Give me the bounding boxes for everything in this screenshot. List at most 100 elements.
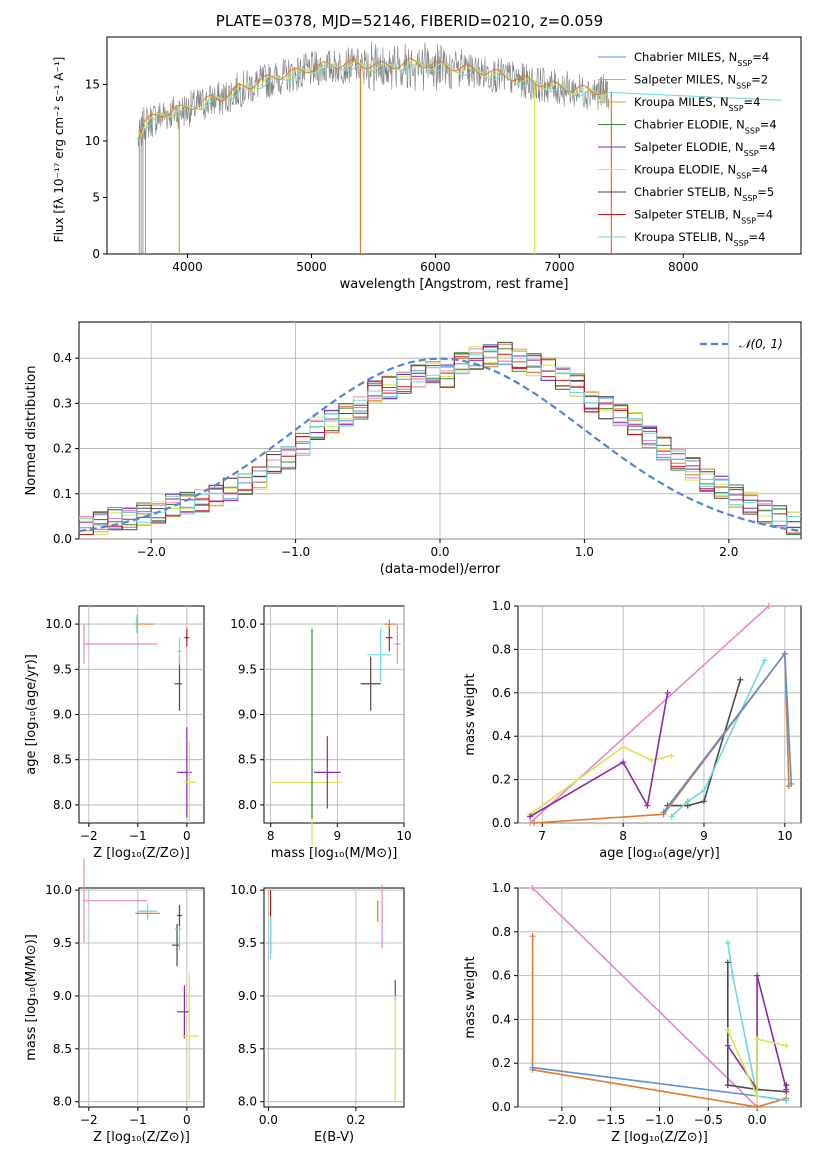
- y-tick-label: 9.5: [53, 662, 72, 676]
- model-spectrum-line: [138, 57, 609, 140]
- y-tick-label: 10.0: [230, 617, 257, 631]
- y-tick-label: 5: [92, 190, 100, 204]
- mass-weight-marker: [620, 759, 627, 766]
- legend-label: Chabrier STELIB, NSSP=5: [634, 185, 774, 203]
- mass-weight-marker: [684, 798, 691, 805]
- panel-4: 8 9 10 8.0 8.5 9.0 9.5 10.0 mass [log₁₀(M/M⊙)]: [230, 605, 412, 861]
- mass-weight-marker: [620, 744, 627, 751]
- x-tick-label: 7: [538, 829, 546, 843]
- y-tick-label: 0.4: [53, 351, 72, 365]
- mass-weight-marker: [729, 972, 736, 979]
- mass-weight-marker: [724, 1082, 731, 1089]
- y-axis-label: mass [log₁₀(M/M⊙)]: [24, 934, 39, 1061]
- y-tick-label: 10.0: [230, 883, 257, 897]
- y-tick-label: 8.5: [53, 1042, 72, 1056]
- mass-weight-line: [667, 679, 742, 807]
- mass-weight-marker: [724, 939, 731, 946]
- mass-weight-marker: [754, 1104, 761, 1110]
- axes-frame: [517, 605, 802, 824]
- page-title: PLATE=0378, MJD=52146, FIBERID=0210, z=0…: [215, 12, 604, 30]
- axes-frame: [106, 36, 802, 255]
- legend-label: Kroupa ELODIE, NSSP=4: [634, 163, 768, 181]
- y-axis-label: Normed distribution: [24, 366, 39, 496]
- y-tick-label: 0.0: [492, 1100, 511, 1114]
- mass-weight-marker: [788, 780, 795, 787]
- y-tick-label: 9.0: [238, 989, 257, 1003]
- x-tick-label: 6000: [420, 260, 451, 274]
- x-tick-label: 10: [396, 829, 411, 843]
- x-axis-label: Z [log₁₀(Z/Z⊙)]: [611, 1130, 708, 1145]
- y-tick-label: 0.0: [492, 816, 511, 830]
- x-axis-label: age [log₁₀(age/yr)]: [599, 846, 720, 861]
- x-tick-label: −2.0: [547, 1113, 576, 1127]
- mass-weight-marker: [648, 757, 655, 764]
- mass-weight-marker: [664, 689, 671, 696]
- histogram-step: [79, 346, 801, 535]
- mass-weight-line: [531, 936, 787, 1108]
- x-tick-label: 0.0: [430, 545, 449, 559]
- legend-label: Chabrier ELODIE, NSSP=4: [634, 118, 777, 136]
- y-tick-label: 9.5: [238, 936, 257, 950]
- x-tick-label: 0.0: [259, 1113, 278, 1127]
- x-tick-label: 7000: [544, 260, 575, 274]
- y-tick-label: 10.0: [45, 883, 72, 897]
- x-axis-label: wavelength [Angstrom, rest frame]: [340, 277, 569, 292]
- mass-weight-marker: [724, 1027, 731, 1034]
- y-tick-label: 8.5: [238, 1042, 257, 1056]
- y-tick-label: 10: [85, 134, 100, 148]
- y-tick-label: 8.5: [238, 753, 257, 767]
- x-tick-label: 4000: [172, 260, 203, 274]
- mass-weight-marker: [724, 959, 731, 966]
- panel-8: −2.0 −1.5 −1.0 −0.5 0.0 0.0 0.2 0.4 0.6 0.8 1.0 Z […: [463, 881, 802, 1145]
- y-tick-label: 8.0: [53, 798, 72, 812]
- y-tick-label: 0.0: [53, 532, 72, 546]
- data-spectrum-line: [137, 41, 610, 147]
- panel-1: 4000 5000 6000 7000 8000 0 5 10 15 wavelength [An…: [52, 36, 802, 292]
- mass-weight-line: [727, 1029, 787, 1097]
- y-axis-label: Flux [fλ 10⁻¹⁷ erg cm⁻² s⁻¹ A⁻¹]: [52, 57, 66, 243]
- y-tick-label: 9.0: [53, 989, 72, 1003]
- mass-weight-marker: [668, 752, 675, 759]
- y-tick-label: 0.8: [492, 642, 511, 656]
- axes-frame: [78, 887, 205, 1108]
- mass-weight-marker: [783, 1042, 790, 1049]
- axes-frame: [263, 887, 405, 1108]
- y-tick-label: 0.2: [492, 773, 511, 787]
- mass-weight-line: [727, 942, 787, 1102]
- x-tick-label: 8: [267, 829, 275, 843]
- mass-weight-marker: [724, 1042, 731, 1049]
- y-tick-label: 15: [85, 77, 100, 91]
- legend-label: Salpeter STELIB, NSSP=4: [634, 208, 773, 226]
- mass-weight-marker: [754, 1093, 761, 1100]
- y-axis-label: mass weight: [463, 956, 478, 1038]
- mass-weight-marker: [529, 1064, 536, 1071]
- y-tick-label: 8.0: [53, 1095, 72, 1109]
- legend-label: Salpeter MILES, NSSP=2: [634, 73, 768, 91]
- y-tick-label: 0.6: [492, 686, 511, 700]
- mass-weight-marker: [660, 809, 667, 816]
- y-tick-label: 0.6: [492, 969, 511, 983]
- y-tick-label: 9.5: [238, 662, 257, 676]
- x-axis-label: Z [log₁₀(Z/Z⊙)]: [93, 846, 190, 861]
- mass-weight-marker: [527, 813, 534, 820]
- x-tick-label: −1: [129, 1113, 147, 1127]
- x-tick-label: −1.0: [281, 545, 310, 559]
- y-tick-label: 10.0: [45, 617, 72, 631]
- legend-label: Chabrier MILES, NSSP=4: [634, 50, 769, 68]
- legend-label: Salpeter ELODIE, NSSP=4: [634, 140, 776, 158]
- mass-weight-marker: [754, 972, 761, 979]
- mass-weight-marker: [529, 885, 536, 891]
- panel-7: 0.0 0.2 8.0 8.5 9.0 9.5 10.0 E(B-V): [230, 883, 405, 1145]
- y-tick-label: 0.1: [53, 487, 72, 501]
- mass-weight-line: [529, 746, 672, 815]
- x-tick-label: 9: [700, 829, 708, 843]
- y-axis-label: age [log₁₀(age/yr)]: [24, 654, 39, 775]
- x-tick-label: −1: [129, 829, 147, 843]
- y-tick-label: 9.0: [53, 708, 72, 722]
- y-tick-label: 0: [92, 247, 100, 261]
- y-tick-label: 9.5: [53, 936, 72, 950]
- x-axis-label: E(B-V): [314, 1130, 354, 1145]
- x-tick-label: 9: [334, 829, 342, 843]
- x-tick-label: 0.2: [346, 1113, 365, 1127]
